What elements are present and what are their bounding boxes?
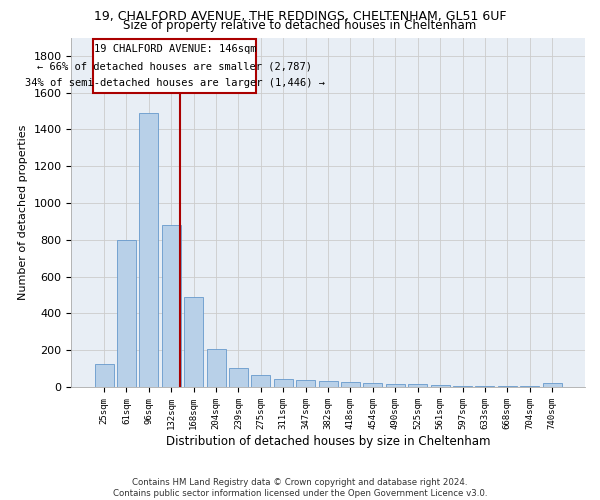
Bar [408, 384, 427, 387]
Bar [475, 386, 494, 387]
Bar [274, 378, 293, 387]
Bar [520, 386, 539, 387]
Bar [95, 364, 113, 387]
Bar [229, 368, 248, 387]
Text: Contains HM Land Registry data © Crown copyright and database right 2024.
Contai: Contains HM Land Registry data © Crown c… [113, 478, 487, 498]
Bar [386, 384, 405, 387]
Bar [453, 386, 472, 387]
Bar [117, 240, 136, 387]
Bar [184, 297, 203, 387]
Text: ← 66% of detached houses are smaller (2,787): ← 66% of detached houses are smaller (2,… [37, 61, 313, 71]
Bar [162, 225, 181, 387]
Bar [498, 386, 517, 387]
Text: Size of property relative to detached houses in Cheltenham: Size of property relative to detached ho… [124, 18, 476, 32]
Y-axis label: Number of detached properties: Number of detached properties [18, 124, 28, 300]
FancyBboxPatch shape [94, 40, 256, 92]
Bar [206, 350, 226, 387]
Bar [296, 380, 315, 387]
Bar [542, 384, 562, 387]
Text: 19 CHALFORD AVENUE: 146sqm: 19 CHALFORD AVENUE: 146sqm [94, 44, 256, 54]
X-axis label: Distribution of detached houses by size in Cheltenham: Distribution of detached houses by size … [166, 434, 490, 448]
Text: 34% of semi-detached houses are larger (1,446) →: 34% of semi-detached houses are larger (… [25, 78, 325, 88]
Bar [364, 384, 382, 387]
Bar [431, 385, 449, 387]
Bar [139, 113, 158, 387]
Bar [341, 382, 360, 387]
Bar [319, 382, 338, 387]
Text: 19, CHALFORD AVENUE, THE REDDINGS, CHELTENHAM, GL51 6UF: 19, CHALFORD AVENUE, THE REDDINGS, CHELT… [94, 10, 506, 23]
Bar [251, 375, 271, 387]
